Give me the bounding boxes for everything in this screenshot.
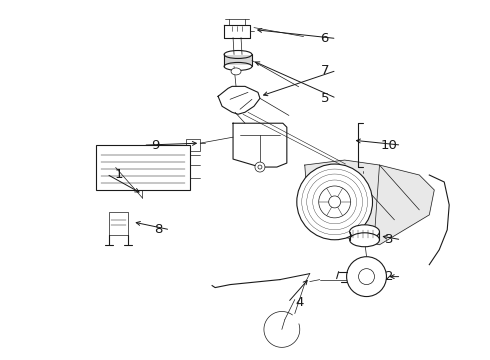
Bar	[186, 139, 200, 151]
Polygon shape	[305, 160, 434, 245]
Text: 3: 3	[385, 233, 393, 246]
Text: 10: 10	[381, 139, 398, 152]
Circle shape	[255, 162, 265, 172]
Circle shape	[359, 269, 374, 285]
Text: 6: 6	[320, 32, 329, 45]
Circle shape	[329, 196, 341, 208]
Ellipse shape	[224, 50, 252, 58]
Polygon shape	[233, 123, 287, 167]
Ellipse shape	[349, 233, 379, 247]
Polygon shape	[224, 24, 250, 37]
Text: 8: 8	[154, 223, 163, 236]
Circle shape	[258, 165, 262, 169]
Polygon shape	[218, 86, 260, 114]
Polygon shape	[108, 212, 128, 235]
Bar	[96, 145, 190, 190]
Text: 7: 7	[320, 64, 329, 77]
Circle shape	[297, 164, 372, 240]
Circle shape	[318, 186, 350, 218]
Text: 5: 5	[320, 92, 329, 105]
Text: 9: 9	[151, 139, 160, 152]
Ellipse shape	[349, 225, 379, 239]
Circle shape	[346, 257, 387, 297]
Text: 2: 2	[385, 270, 393, 283]
Text: 1: 1	[114, 167, 122, 180]
Ellipse shape	[224, 62, 252, 71]
Text: 4: 4	[295, 296, 304, 309]
Ellipse shape	[231, 68, 241, 75]
